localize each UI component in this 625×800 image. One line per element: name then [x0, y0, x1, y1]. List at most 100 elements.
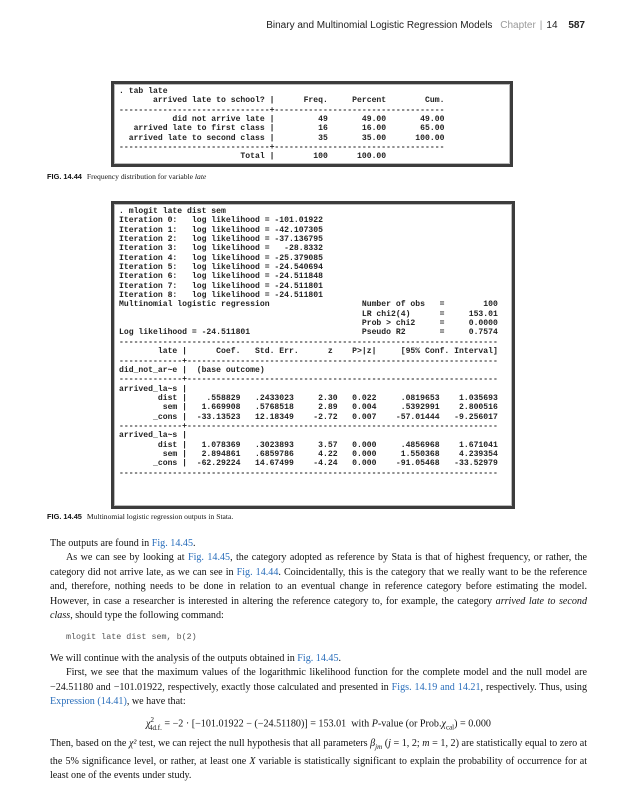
paragraph: First, we see that the maximum values of… — [50, 666, 587, 709]
output-line: Iteration 1: log likelihood = -42.107305 — [119, 225, 323, 235]
header-title: Binary and Multinomial Logistic Regressi… — [266, 20, 493, 31]
output-line: arrived late to second class | 35 35.00 … — [119, 133, 445, 143]
text-segment: χ² — [128, 738, 137, 750]
text-segment: variable is statistically significant to… — [50, 755, 587, 782]
cross-reference-link[interactable]: Figs. 14.19 and 14.21 — [391, 681, 481, 693]
text-segment: . — [338, 652, 342, 664]
body-text: The outputs are found in Fig. 14.45. As … — [50, 537, 587, 783]
text-segment: , we have that: — [126, 696, 186, 708]
caption-text: Frequency distribution for variable — [86, 172, 195, 181]
cross-reference-link[interactable]: Fig. 14.45 — [187, 552, 231, 564]
output-line: Iteration 7: log likelihood = -24.511801 — [119, 281, 323, 291]
paragraph: As we can see by looking at Fig. 14.45, … — [50, 551, 587, 623]
cross-reference-link[interactable]: Fig. 14.45 — [297, 652, 339, 664]
text-segment: Then, based on the — [50, 738, 129, 750]
cross-reference-link[interactable]: Fig. 14.45 — [151, 538, 193, 549]
stata-output-mlogit: . mlogit late dist sem Iteration 0: log l… — [111, 201, 515, 509]
output-line: arrived late to first class | 16 16.00 6… — [119, 124, 445, 134]
output-line: arrived_la~s | — [119, 384, 187, 394]
figure-caption-14-45: FIG. 14.45 Multinomial logistic regressio… — [47, 512, 233, 521]
text-segment: = 1, 2; — [390, 738, 423, 750]
eq-sub: 4d.f. — [149, 723, 162, 732]
output-line: . tab late — [119, 87, 168, 96]
output-line: -------------------------------+--------… — [119, 143, 445, 153]
output-line: ----------------------------------------… — [119, 468, 498, 478]
text-segment: j — [388, 738, 391, 750]
output-line: . mlogit late dist sem — [119, 207, 226, 216]
figure-caption-14-44: FIG. 14.44 Frequency distribution for var… — [47, 172, 206, 181]
output-line: Iteration 3: log likelihood = -28.8332 — [119, 244, 323, 254]
output-line: dist | .558829 .2433023 2.30 0.022 .0819… — [119, 393, 498, 403]
output-line: sem | 1.669908 .5768518 2.89 0.004 .5392… — [119, 403, 498, 413]
paragraph: The outputs are found in Fig. 14.45. — [50, 537, 587, 551]
text-segment: jm — [375, 743, 383, 752]
caption-text: Multinomial logistic regression outputs … — [86, 512, 234, 521]
output-line: -------------+--------------------------… — [119, 356, 498, 366]
text-segment: , respectively. Thus, using — [480, 681, 587, 693]
eq-rhs: = −2 · [−101.01922 − (−24.51180)] = 153.… — [161, 718, 347, 730]
eq-chi2: χ — [441, 718, 446, 730]
text-segment: , the category adopted as reference by S… — [50, 552, 587, 578]
output-line: Iteration 5: log likelihood = -24.540694 — [119, 263, 323, 273]
eq-sup: 2 — [150, 716, 155, 725]
eq-chi: χ — [146, 718, 151, 730]
header-separator: | — [539, 20, 543, 31]
output-line: -------------+--------------------------… — [119, 375, 498, 385]
text-segment: ( — [382, 738, 389, 750]
figure-label: FIG. 14.44 — [47, 172, 82, 181]
output-line: Iteration 6: log likelihood = -24.511848 — [119, 272, 323, 282]
eq-pval: -value (or Prob. — [377, 718, 442, 730]
text-segment: X — [249, 755, 256, 767]
output-line: Iteration 2: log likelihood = -37.136795 — [119, 235, 323, 245]
output-line: late | Coef. Std. Err. z P>|z| [95% Conf… — [119, 347, 498, 357]
text-segment: arrived late to second class — [50, 595, 587, 622]
output-line: Multinomial logistic regression Number o… — [119, 300, 498, 310]
output-line: Iteration 8: log likelihood = -24.511801 — [119, 291, 323, 301]
cross-reference-link[interactable]: Fig. 14.44 — [236, 566, 279, 578]
text-segment: . Coincidentally, this is the category t… — [50, 566, 588, 607]
output-line: dist | 1.078369 .3023893 3.57 0.000 .485… — [119, 440, 498, 450]
header-chapter-number: 14 — [546, 20, 558, 31]
text-segment: . — [193, 538, 196, 549]
output-line: _cons | -62.29224 14.67499 -4.24 0.000 -… — [119, 459, 498, 469]
output-line: sem | 2.894861 .6859786 4.22 0.000 1.550… — [119, 449, 498, 459]
output-line: -------------+--------------------------… — [119, 421, 498, 431]
text-segment: test, we can reject the null hypothesis … — [136, 738, 371, 750]
output-line: _cons | -33.13523 12.18349 -2.72 0.007 -… — [119, 412, 498, 422]
text-segment: The outputs are found in — [50, 538, 152, 549]
output-line: Log likelihood = -24.511801 Pseudo R2 = … — [119, 328, 498, 338]
header-chapter-label: Chapter — [500, 20, 536, 31]
text-segment: , should type the following command: — [70, 610, 224, 622]
eq-with: with — [346, 718, 372, 730]
text-segment: = 1, 2) are statistically equal to zero … — [50, 738, 588, 767]
paragraph: Then, based on the χ² test, we can rejec… — [50, 737, 587, 783]
running-header: Binary and Multinomial Logistic Regressi… — [266, 20, 585, 31]
output-line: did_not_ar~e | (base outcome) — [119, 365, 265, 375]
text-segment: m — [422, 738, 430, 750]
output-line: Prob > chi2 = 0.0000 — [119, 319, 498, 329]
paragraph: We will continue with the analysis of th… — [50, 652, 587, 666]
text-segment: First, we see that the maximum values of… — [50, 667, 587, 693]
stata-output-tab-late: . tab late arrived late to school? | Fre… — [111, 81, 513, 167]
text-segment: We will continue with the analysis of th… — [50, 652, 298, 664]
output-line: LR chi2(4) = 153.01 — [119, 309, 498, 319]
figure-label: FIG. 14.45 — [47, 512, 82, 521]
page-number: 587 — [568, 20, 585, 31]
caption-italic: late — [194, 172, 207, 181]
text-segment: As we can see by looking at — [66, 552, 188, 564]
eq-p: P — [371, 718, 378, 730]
equation-chi-square: χ24d.f. = −2 · [−101.01922 − (−24.51180)… — [50, 713, 587, 735]
output-line: ----------------------------------------… — [119, 337, 498, 347]
output-line: Iteration 0: log likelihood = -101.01922 — [119, 216, 323, 226]
output-line: Total | 100 100.00 — [119, 152, 387, 162]
cross-reference-link[interactable]: Expression (14.41) — [50, 696, 127, 708]
code-snippet: mlogit late dist sem, b(2) — [66, 632, 197, 643]
output-line: arrived_la~s | — [119, 431, 187, 441]
eq-chi-sub: cal — [445, 723, 455, 732]
output-line: did not arrive late | 49 49.00 49.00 — [119, 115, 445, 125]
output-line: -------------------------------+--------… — [119, 105, 445, 115]
output-line: Iteration 4: log likelihood = -25.379085 — [119, 253, 323, 263]
eq-result: ) = 0.000 — [454, 718, 491, 730]
text-segment: β — [370, 738, 376, 750]
output-line: arrived late to school? | Freq. Percent … — [119, 96, 445, 106]
